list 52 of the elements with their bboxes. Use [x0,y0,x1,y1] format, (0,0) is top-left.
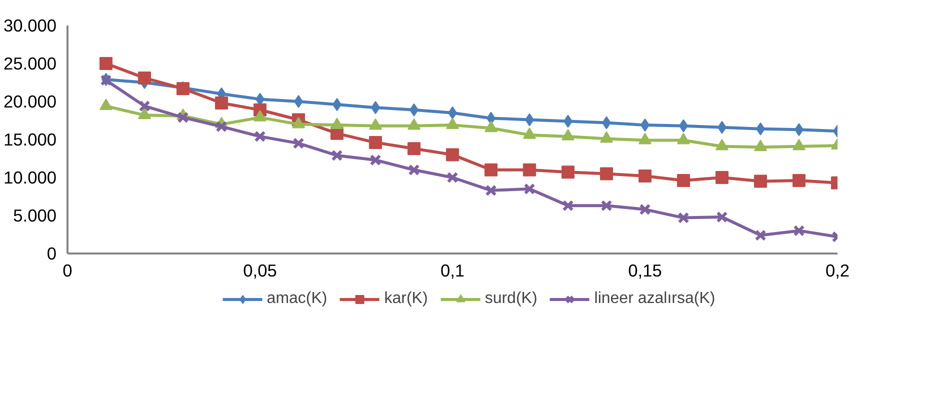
point [292,138,304,150]
y-tick-label: 10.000 [4,168,56,188]
point [369,136,382,150]
point [638,169,652,182]
point [639,204,651,216]
x-tick-label: 0 [62,260,72,280]
x-tick-label: 0,2 [825,260,850,280]
point [523,163,536,176]
x-tick-label: 0,15 [628,260,662,280]
point [484,163,498,176]
point [216,120,228,132]
point [754,230,766,242]
point [600,200,612,212]
point [792,174,806,188]
point [562,166,574,179]
point [100,57,112,70]
point [446,118,459,130]
point [600,167,613,180]
point [331,150,343,162]
x-tick-label: 0,1 [440,260,465,280]
point [408,164,420,176]
point [562,200,574,212]
y-tick-label: 30.000 [4,16,56,36]
y-tick-label: 0 [46,244,57,264]
point [446,148,459,162]
point [716,171,728,184]
legend-label: surd(K) [484,290,538,308]
point [215,96,228,110]
point [446,172,458,184]
point [138,100,150,112]
point [754,174,767,188]
point [677,174,690,188]
point [408,142,420,156]
legend-label: kar(K) [384,290,428,308]
legend-label: lineer azalırsa(K) [594,290,716,308]
point [177,112,189,124]
legend-label: amac(K) [266,290,328,308]
point [485,184,497,196]
point [138,71,151,84]
x-tick-label: 0,05 [243,260,277,280]
y-tick-label: 25.000 [4,54,56,74]
point [100,98,112,110]
point [254,130,266,142]
point [716,211,728,223]
point [524,183,536,195]
y-tick-label: 20.000 [4,92,56,112]
point [678,212,690,224]
y-tick-label: 15.000 [4,130,56,150]
y-tick-label: 5.000 [13,206,57,226]
point [330,118,344,130]
point [793,224,805,236]
point [370,154,382,166]
